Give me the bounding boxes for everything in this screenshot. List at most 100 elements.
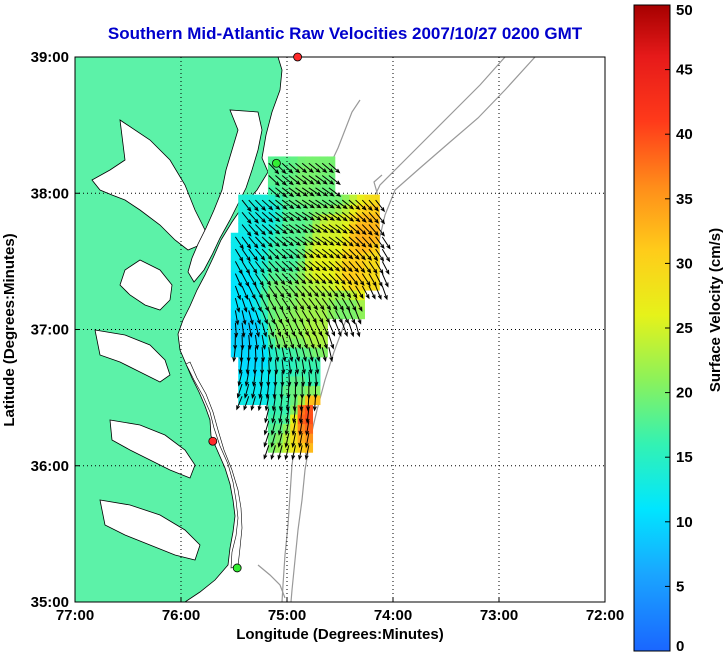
- heatmap-cell: [267, 375, 276, 386]
- velocity-arrow: [284, 432, 290, 448]
- velocity-arrow: [275, 175, 287, 186]
- colorbar-tick-label: 5: [676, 578, 684, 595]
- velocity-arrow: [258, 383, 263, 400]
- velocity-arrow: [234, 298, 241, 313]
- velocity-arrow: [263, 432, 270, 448]
- velocity-arrow: [261, 297, 270, 312]
- velocity-arrow: [328, 310, 337, 324]
- x-axis-label: Longitude (Degrees:Minutes): [236, 626, 444, 643]
- heatmap-cell: [349, 280, 358, 291]
- velocity-arrow: [261, 199, 274, 211]
- velocity-arrow: [288, 285, 299, 298]
- heatmap-cell: [275, 442, 284, 453]
- velocity-arrow: [252, 371, 257, 387]
- heatmap-cell: [290, 280, 299, 291]
- velocity-arrow: [261, 224, 274, 236]
- velocity-arrow: [308, 248, 322, 259]
- heatmap-cell: [253, 337, 262, 348]
- heatmap-cell: [290, 242, 299, 253]
- velocity-arrow: [268, 261, 280, 273]
- heatmap-cell: [334, 270, 343, 282]
- velocity-arrow: [375, 199, 386, 213]
- heatmap-cell: [312, 299, 321, 310]
- heatmap-cell: [312, 394, 321, 406]
- heatmap-cell: [305, 309, 314, 320]
- colorbar-tick-label: 50: [676, 2, 693, 19]
- velocity-arrow: [321, 297, 332, 311]
- heatmap-cell: [267, 242, 276, 253]
- velocity-arrow: [277, 432, 283, 448]
- heatmap-cell: [319, 299, 328, 310]
- velocity-arrow: [301, 162, 314, 173]
- velocity-arrow: [341, 248, 354, 260]
- heatmap-cell: [297, 299, 306, 310]
- plot-area: [74, 52, 606, 603]
- heatmap-cell: [297, 385, 306, 396]
- heatmap-cell: [260, 194, 269, 205]
- velocity-arrow: [274, 347, 280, 363]
- velocity-arrow: [301, 224, 315, 234]
- velocity-arrow: [368, 248, 379, 262]
- heatmap-cell: [245, 299, 254, 310]
- velocity-arrow: [355, 285, 364, 299]
- velocity-arrow: [295, 236, 308, 246]
- velocity-arrow: [254, 273, 264, 287]
- x-tick-label: 74:00: [374, 607, 412, 624]
- velocity-arrow: [288, 236, 302, 246]
- velocity-arrow: [301, 175, 315, 185]
- velocity-arrow: [381, 285, 388, 301]
- heatmap-cell: [260, 356, 269, 367]
- velocity-arrow: [304, 445, 310, 461]
- heatmap-cell: [327, 204, 336, 215]
- velocity-arrow: [301, 236, 315, 246]
- velocity-arrow: [335, 322, 342, 337]
- velocity-arrow: [328, 211, 342, 222]
- velocity-arrow: [348, 273, 359, 286]
- velocity-arrow: [308, 199, 322, 209]
- velocity-arrow: [270, 420, 276, 436]
- heatmap-cell: [290, 385, 299, 396]
- heatmap-cell: [319, 213, 328, 224]
- colorbar-tick-label: 40: [676, 126, 693, 143]
- velocity-arrow: [240, 334, 245, 351]
- heatmap-cell: [290, 213, 299, 224]
- velocity-arrow: [267, 359, 272, 375]
- velocity-arrow: [278, 396, 283, 412]
- heatmap-cell: [260, 337, 269, 348]
- heatmap-cell: [267, 366, 276, 377]
- velocity-arrow: [281, 261, 294, 272]
- velocity-arrow: [291, 432, 296, 449]
- velocity-arrow: [288, 162, 301, 174]
- velocity-arrow: [275, 199, 288, 210]
- velocity-arrow: [315, 322, 323, 337]
- velocity-arrow: [241, 310, 247, 326]
- heatmap-cell: [305, 251, 314, 262]
- velocity-arrow: [308, 310, 317, 324]
- velocity-arrow: [248, 224, 259, 237]
- heatmap-cell: [267, 175, 276, 186]
- heatmap-cell: [297, 366, 306, 377]
- heatmap-cell: [349, 270, 358, 282]
- velocity-arrow: [277, 420, 283, 436]
- heatmap-cell: [290, 442, 299, 453]
- velocity-arrow: [315, 359, 320, 375]
- velocity-arrow: [261, 322, 267, 338]
- heatmap-cell: [364, 223, 373, 234]
- velocity-arrow: [308, 334, 315, 350]
- heatmap-cell: [356, 261, 365, 272]
- heatmap-cell: [275, 433, 284, 444]
- heatmap-cell: [267, 194, 276, 205]
- velocity-arrow: [335, 199, 348, 210]
- velocity-arrow: [288, 273, 300, 285]
- velocity-arrow: [375, 224, 385, 237]
- velocity-arrow: [248, 261, 258, 274]
- velocity-arrow: [308, 273, 320, 285]
- velocity-arrow: [264, 396, 270, 412]
- heatmap-cell: [305, 375, 314, 386]
- heatmap-cell: [267, 423, 276, 434]
- velocity-arrow: [268, 297, 277, 312]
- heatmap-cell: [275, 309, 284, 320]
- velocity-arrow: [341, 322, 348, 338]
- heatmap-cell: [319, 223, 328, 234]
- heatmap-cell: [334, 309, 343, 320]
